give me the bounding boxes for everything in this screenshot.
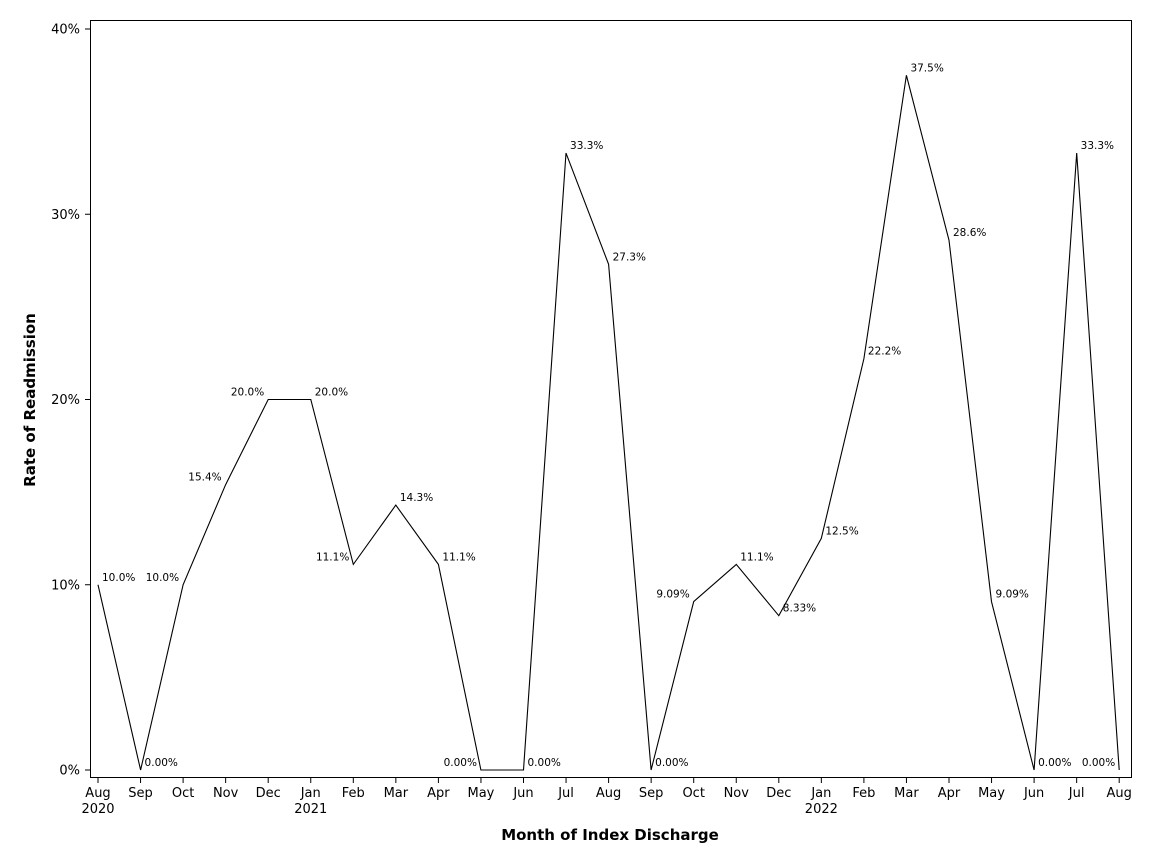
x-tick-label: Apr [427, 786, 450, 801]
data-label: 22.2% [868, 346, 901, 358]
x-tick-label: Sep [128, 786, 153, 801]
x-tick-label: Nov [213, 786, 239, 801]
x-tick-label: Feb [852, 786, 875, 801]
y-axis-title: Rate of Readmission [21, 313, 39, 487]
data-label: 0.00% [1082, 757, 1115, 769]
data-label: 12.5% [825, 525, 858, 537]
x-year-label: 2022 [805, 802, 838, 817]
data-label: 9.09% [996, 589, 1029, 601]
x-tick-label: Oct [172, 786, 194, 801]
x-tick-label: Jun [1023, 786, 1044, 801]
data-label: 20.0% [315, 387, 348, 399]
y-tick-label: 20% [51, 393, 80, 408]
x-axis-title: Month of Index Discharge [501, 826, 719, 844]
data-label: 20.0% [231, 387, 264, 399]
data-label: 10.0% [146, 572, 179, 584]
y-tick-label: 0% [59, 764, 80, 779]
x-tick-label: Sep [639, 786, 664, 801]
plot-frame [90, 20, 1132, 778]
y-tick-label: 40% [51, 23, 80, 38]
x-tick-label: Aug [85, 786, 110, 801]
x-tick-label: May [468, 786, 495, 801]
x-tick-label: Feb [342, 786, 365, 801]
x-year-label: 2021 [294, 802, 327, 817]
data-label: 11.1% [740, 551, 773, 563]
y-tick-label: 30% [51, 208, 80, 223]
data-labels: 10.0% 0.00% 10.0% 15.4% 20.0% 20.0% 11.1% 14.3%… [102, 62, 1115, 769]
x-tick-label: Jul [1068, 786, 1085, 801]
x-year-label: 2020 [81, 802, 114, 817]
x-tick-label: Jul [557, 786, 574, 801]
x-tick-label: Dec [766, 786, 791, 801]
data-label: 15.4% [188, 472, 221, 484]
readmission-rate-line [97, 75, 1120, 771]
data-label: 27.3% [613, 251, 646, 263]
x-tick-label: Nov [724, 786, 750, 801]
y-tick-label: 10% [51, 578, 80, 593]
y-axis: 0% 10% 20% 30% 40% [51, 23, 91, 779]
x-tick-label: Jun [512, 786, 533, 801]
data-label: 0.00% [444, 757, 477, 769]
x-tick-label: Aug [1107, 786, 1132, 801]
x-tick-label: Oct [682, 786, 704, 801]
data-label: 14.3% [400, 492, 433, 504]
x-tick-label: May [978, 786, 1005, 801]
x-axis: Aug Sep Oct Nov Dec Jan Feb Mar Apr May Jun Jul Aug S… [81, 777, 1132, 817]
data-label: 11.1% [316, 551, 349, 563]
data-label: 33.3% [1081, 140, 1114, 152]
data-label: 8.33% [783, 603, 816, 615]
data-label: 10.0% [102, 572, 135, 584]
data-label: 33.3% [570, 140, 603, 152]
data-label: 0.00% [528, 757, 561, 769]
x-tick-label: Mar [894, 786, 919, 801]
data-label: 0.00% [1038, 757, 1071, 769]
data-label: 28.6% [953, 227, 986, 239]
data-label: 9.09% [656, 589, 689, 601]
x-tick-label: Jan [810, 786, 831, 801]
x-tick-label: Mar [384, 786, 409, 801]
data-label: 37.5% [910, 62, 943, 74]
data-label: 0.00% [145, 757, 178, 769]
x-tick-label: Apr [938, 786, 961, 801]
data-label: 0.00% [655, 757, 688, 769]
data-label: 11.1% [442, 551, 475, 563]
x-tick-label: Jan [300, 786, 321, 801]
x-tick-label: Dec [256, 786, 281, 801]
x-tick-label: Aug [596, 786, 621, 801]
